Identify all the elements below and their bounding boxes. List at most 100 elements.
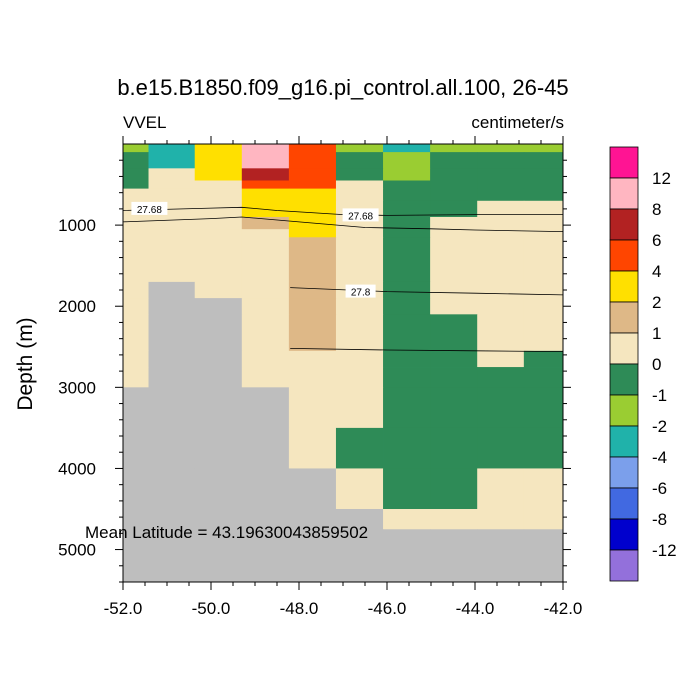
heatmap-cell	[148, 229, 196, 238]
y-tick-label: 4000	[58, 459, 96, 478]
legend-color-box	[609, 239, 639, 272]
units-label: centimeter/s	[471, 113, 564, 132]
heatmap-cell	[477, 529, 525, 583]
heatmap-cell	[335, 367, 384, 388]
x-tick-label: -44.0	[456, 599, 495, 618]
heatmap-cell	[148, 529, 196, 583]
heatmap-cell	[241, 529, 290, 583]
heatmap-cell	[288, 468, 337, 510]
heatmap-cell	[123, 168, 149, 181]
axis-ticks	[115, 136, 571, 590]
heatmap-cell	[288, 180, 337, 190]
legend-color-box	[609, 456, 639, 489]
heatmap-cell	[383, 427, 431, 469]
heatmap-cell	[477, 367, 525, 388]
heatmap-cell	[241, 427, 290, 469]
heatmap-cell	[383, 367, 431, 388]
mean-latitude-annotation: Mean Latitude = 43.19630043859502	[85, 523, 368, 542]
heatmap-cell	[383, 188, 431, 202]
heatmap-cell	[148, 468, 196, 510]
heatmap-cell	[335, 314, 384, 352]
heatmap-cell	[430, 229, 478, 238]
heatmap-cell	[148, 387, 196, 429]
contour-line	[122, 216, 564, 232]
heatmap-cell	[383, 314, 431, 352]
heatmap-cell	[148, 281, 196, 299]
legend-label: 1	[652, 324, 661, 343]
heatmap-cell	[430, 427, 478, 469]
contour-label-box	[345, 284, 376, 298]
heatmap-cell	[383, 281, 431, 299]
heatmap-cell	[430, 387, 478, 429]
heatmap-cell	[241, 188, 290, 202]
contour-label: 27.68	[137, 205, 162, 216]
x-tick-label: -48.0	[280, 599, 319, 618]
heatmap-cell	[335, 168, 384, 181]
heatmap-cell	[123, 298, 149, 315]
heatmap-cell	[383, 350, 431, 368]
legend-color-box	[609, 425, 639, 458]
heatmap-cell	[241, 298, 290, 315]
heatmap-cell	[194, 229, 243, 238]
heatmap-cell	[430, 200, 478, 218]
heatmap-cell	[477, 152, 525, 169]
heatmap-cell	[383, 180, 431, 190]
x-tick-label: -46.0	[368, 599, 407, 618]
heatmap-cell	[523, 152, 564, 169]
heatmap-cell	[288, 350, 337, 368]
heatmap-cell	[194, 529, 243, 583]
density-contours: 27.68 27.68 27.8	[122, 201, 564, 352]
heatmap-cell	[523, 314, 564, 352]
legend-label: -2	[652, 417, 667, 436]
heatmap-cell	[288, 188, 337, 202]
heatmap-cell	[123, 427, 149, 469]
heatmap-cell	[148, 314, 196, 352]
heatmap-cell	[335, 529, 384, 583]
heatmap-cell	[123, 350, 149, 368]
heatmap-cell	[148, 367, 196, 388]
heatmap-cell	[241, 350, 290, 368]
x-tick-label: -52.0	[104, 599, 143, 618]
heatmap-cell	[288, 200, 337, 218]
heatmap-cell	[523, 509, 564, 530]
heatmap-cell	[383, 529, 431, 583]
heatmap-cell	[523, 367, 564, 388]
heatmap-cell	[194, 281, 243, 299]
heatmap-cell	[194, 217, 243, 230]
heatmap-cell	[335, 237, 384, 283]
heatmap-cell	[123, 144, 149, 153]
heatmap-cell	[194, 387, 243, 429]
heatmap-cell	[194, 144, 243, 153]
legend-label: -12	[652, 541, 677, 560]
heatmap-cell	[288, 298, 337, 315]
legend-color-box	[609, 394, 639, 427]
heatmap-cell	[430, 529, 478, 583]
heatmap-cell	[523, 229, 564, 238]
heatmap-cell	[477, 350, 525, 368]
heatmap-cell	[241, 229, 290, 238]
y-tick-label: 2000	[58, 297, 96, 316]
heatmap-cell	[523, 168, 564, 181]
legend-label: 0	[652, 355, 661, 374]
heatmap-cell	[288, 367, 337, 388]
heatmap-cell	[430, 144, 478, 153]
heatmap-cell	[430, 314, 478, 352]
legend-label: 12	[652, 169, 671, 188]
heatmap-cell	[523, 188, 564, 202]
y-axis-label: Depth (m)	[14, 317, 37, 410]
heatmap-cell	[430, 350, 478, 368]
chart-title: b.e15.B1850.f09_g16.pi_control.all.100, …	[117, 75, 568, 100]
heatmap-cell	[523, 144, 564, 153]
heatmap-cell	[288, 144, 337, 153]
y-tick-label: 5000	[58, 541, 96, 560]
heatmap-cell	[477, 180, 525, 190]
heatmap-cell	[523, 281, 564, 299]
contour-label: 27.68	[348, 211, 373, 222]
plot-frame	[122, 143, 564, 583]
heatmap-cell	[523, 350, 564, 368]
heatmap-cell	[477, 468, 525, 510]
heatmap-cell	[523, 387, 564, 429]
heatmap-cell	[335, 152, 384, 169]
heatmap-cell	[430, 180, 478, 190]
